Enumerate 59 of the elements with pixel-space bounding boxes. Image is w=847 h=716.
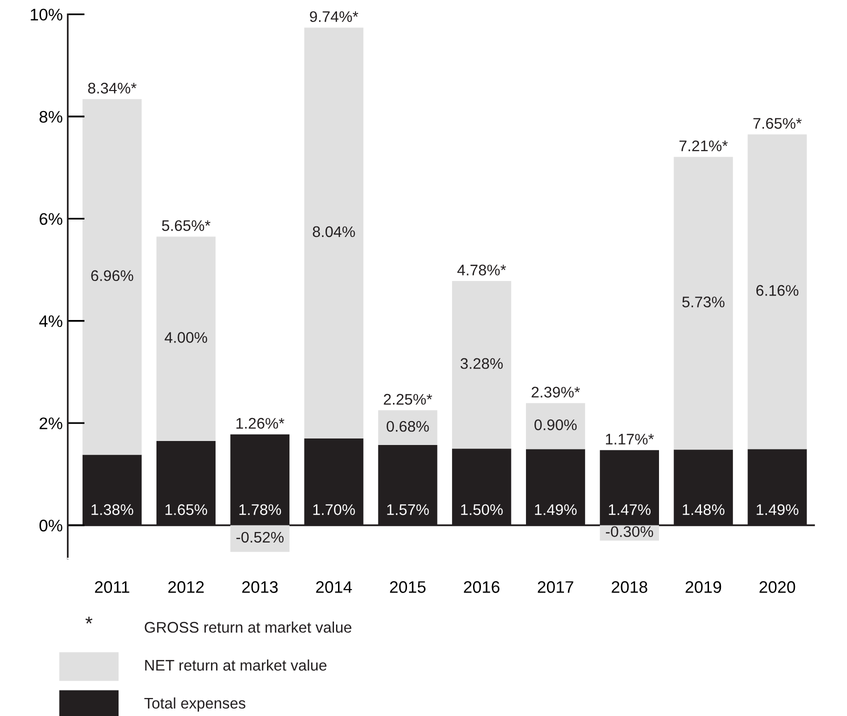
y-tick-label: 8%	[40, 110, 62, 123]
x-tick-label: 2015	[390, 581, 426, 593]
data-label: 1.49%	[535, 504, 577, 516]
bar	[82, 99, 142, 455]
bar	[748, 134, 807, 450]
data-label: 1.65%	[166, 504, 208, 516]
data-label: 6.16%	[756, 285, 798, 296]
x-tick-label: 2012	[168, 581, 204, 593]
y-tick-label: 6%	[40, 213, 62, 225]
x-tick-label: 2020	[760, 581, 796, 593]
total-label: 9.74%*	[310, 11, 358, 22]
data-label: -0.52%	[236, 532, 284, 543]
total-label: 7.65%*	[753, 118, 802, 129]
data-label: -0.30%	[606, 526, 654, 538]
total-label: 8.34%*	[88, 82, 136, 94]
bar	[452, 281, 512, 449]
total-label: 2.25%*	[384, 394, 432, 405]
data-label: 8.04%	[312, 226, 355, 238]
bar	[156, 236, 216, 441]
bar	[674, 156, 733, 450]
x-tick-label: 2011	[95, 581, 130, 593]
total-label: 2.39%*	[532, 386, 580, 398]
bar	[526, 403, 586, 450]
x-tick-label: 2016	[464, 581, 500, 593]
data-label: 1.78%	[239, 504, 282, 516]
x-tick-label: 2017	[538, 581, 574, 593]
data-label: 1.50%	[461, 504, 503, 516]
total-label: 5.65%*	[162, 220, 210, 232]
data-label: 1.70%	[313, 504, 355, 516]
bar	[304, 28, 364, 438]
y-tick-label: 4%	[39, 315, 62, 328]
data-label: 1.47%	[608, 504, 651, 516]
y-tick-label: 0%	[39, 520, 62, 532]
data-label: 1.49%	[756, 504, 798, 516]
x-tick-label: 2013	[242, 581, 278, 593]
data-label: 6.96%	[91, 270, 134, 282]
text: GROSS return at market value	[144, 622, 352, 633]
legend-label: NET return at market value	[145, 659, 326, 671]
total-label: 1.17%*	[606, 434, 654, 445]
y-tick-label: 2%	[40, 417, 62, 430]
total-label: 7.21%*	[679, 140, 728, 152]
legend-label: Total expenses	[144, 697, 246, 712]
data-label: 1.38%	[92, 504, 134, 516]
data-label: 5.73%	[682, 296, 724, 308]
data-label: 0.68%	[386, 420, 429, 432]
x-tick-label: 2019	[686, 581, 722, 593]
data-label: 1.57%	[387, 504, 429, 516]
text: *	[85, 616, 92, 624]
bar	[230, 525, 290, 552]
total-label: 4.78%*	[457, 264, 506, 276]
data-label: 0.90%	[534, 419, 577, 430]
x-tick-label: 2014	[316, 581, 352, 593]
data-label: 1.48%	[682, 504, 724, 516]
total-label: 1.26%*	[236, 418, 284, 429]
data-label: 4.00%	[164, 332, 208, 343]
bar	[378, 410, 438, 446]
x-tick-label: 2018	[612, 581, 648, 593]
data-label: 3.28%	[460, 358, 503, 369]
y-tick-label: 10%	[30, 8, 62, 21]
